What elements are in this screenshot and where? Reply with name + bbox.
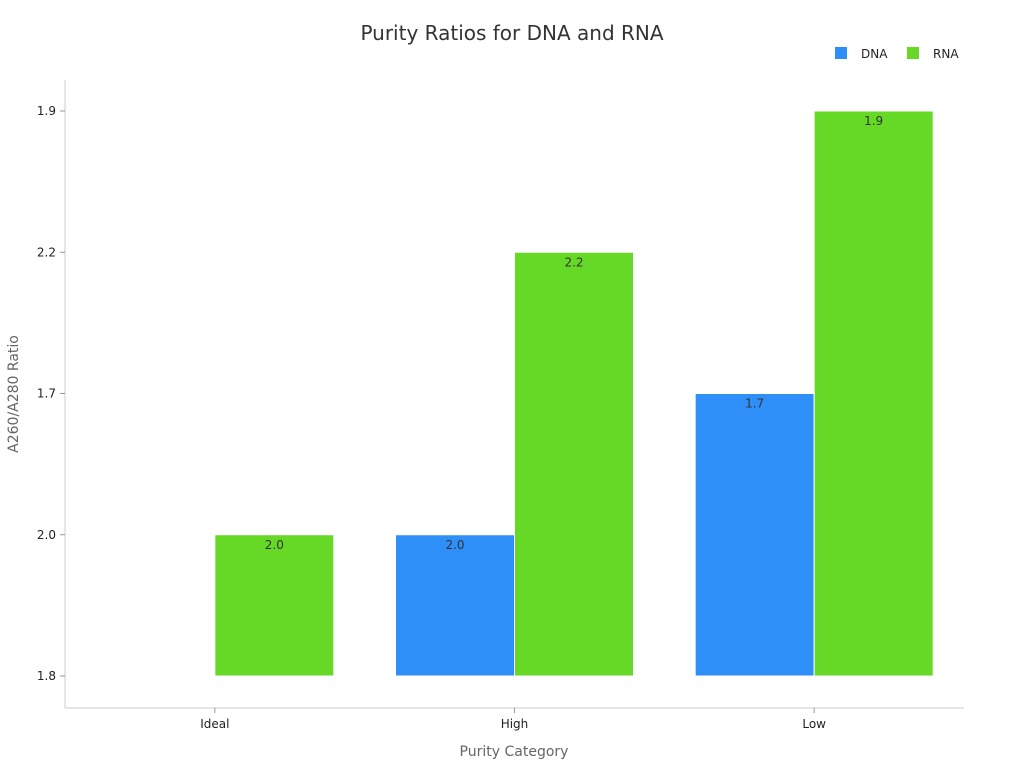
legend-label: DNA — [861, 47, 888, 61]
y-tick-label: 1.8 — [37, 669, 56, 683]
bars: 2.0 2.0 2.2 1.7 1.9 — [214, 110, 934, 677]
legend-swatch — [907, 47, 919, 59]
legend-swatch — [835, 47, 847, 59]
y-tick-label: 2.0 — [37, 528, 56, 542]
y-axis-ticks: 1.9 2.2 1.7 2.0 1.8 — [37, 104, 65, 683]
bar-dna-low — [694, 393, 815, 677]
legend-label: RNA — [933, 47, 959, 61]
bar-data-label: 2.0 — [265, 538, 284, 552]
y-tick-label: 1.9 — [37, 104, 56, 118]
bar-data-label: 1.9 — [864, 114, 883, 128]
x-tick-label: High — [501, 717, 529, 731]
y-tick-label: 1.7 — [37, 387, 56, 401]
x-tick-label: Low — [802, 717, 826, 731]
bar-rna-ideal — [214, 534, 335, 677]
bar-rna-high — [514, 251, 634, 677]
x-tick-label: Ideal — [200, 717, 229, 731]
y-axis-title: A260/A280 Ratio — [6, 335, 22, 453]
bar-dna-high — [395, 534, 515, 677]
bar-data-label: 2.2 — [564, 255, 583, 269]
bar-rna-low — [813, 110, 934, 677]
x-axis-title: Purity Category — [460, 744, 569, 760]
bar-data-label: 2.0 — [445, 538, 464, 552]
chart-title: Purity Ratios for DNA and RNA — [360, 21, 663, 45]
x-axis-ticks: Ideal High Low — [200, 708, 826, 731]
bar-data-label: 1.7 — [745, 397, 764, 411]
legend: DNA RNA — [835, 47, 959, 61]
y-tick-label: 2.2 — [37, 245, 56, 259]
